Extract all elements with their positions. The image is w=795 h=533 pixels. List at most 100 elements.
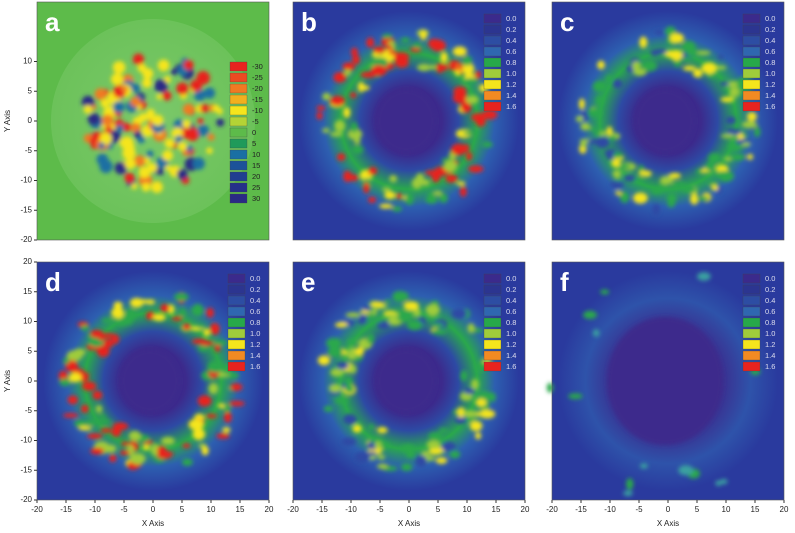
colorbar-swatch	[742, 306, 761, 317]
heatmap-blob	[431, 328, 447, 335]
colorbar-swatch	[227, 317, 246, 328]
colorbar-swatch	[742, 317, 761, 328]
x-axis-label: X Axis	[657, 519, 679, 528]
heatmap-blob	[454, 416, 469, 424]
heatmap-blob	[342, 62, 355, 71]
heatmap-blob	[354, 451, 371, 463]
heatmap-blob	[701, 62, 717, 74]
colorbar-swatch	[483, 273, 502, 284]
heatmap-blob	[334, 120, 346, 132]
colorbar-label: 0.0	[506, 14, 516, 23]
heatmap-blob	[678, 465, 694, 476]
heatmap-blob	[343, 107, 351, 119]
heatmap-blob	[121, 441, 129, 446]
heatmap-blob	[156, 168, 164, 176]
heatmap-blob	[746, 111, 757, 122]
heatmap-blob	[316, 111, 323, 120]
heatmap-blob	[588, 108, 602, 118]
heatmap-blob	[121, 85, 128, 93]
heatmap-blob	[686, 48, 698, 57]
heatmap-blob	[634, 177, 646, 182]
heatmap-blob	[623, 490, 633, 497]
heatmap-blob	[400, 463, 413, 471]
heatmap-blob	[330, 131, 343, 137]
heatmap-blob	[406, 450, 416, 459]
heatmap-blob	[347, 339, 357, 345]
heatmap-blob	[741, 121, 758, 129]
heatmap-blob	[124, 172, 135, 183]
heatmap-blob	[619, 191, 630, 203]
heatmap-blob	[368, 437, 384, 443]
heatmap-blob	[317, 355, 331, 366]
colorbar-label: 0.4	[765, 36, 775, 45]
y-tick-label: -5	[25, 146, 33, 155]
heatmap-blob	[130, 96, 141, 107]
colorbar-label: 0.6	[250, 307, 260, 316]
colorbar: 0.0 0.2 0.4 0.6 0.8 1.0 1.2 1.4 1.6	[483, 273, 516, 372]
heatmap-blob	[104, 444, 117, 453]
heatmap-blob	[389, 176, 397, 183]
heatmap-blob	[146, 150, 154, 158]
heatmap-blob	[433, 190, 443, 196]
heatmap-blob	[94, 88, 107, 100]
heatmap-blob	[666, 192, 677, 205]
heatmap-blob	[112, 334, 120, 345]
colorbar-label: 0	[252, 128, 256, 137]
colorbar-label: -5	[252, 117, 259, 126]
panel-letter: c	[560, 7, 574, 37]
heatmap-blob	[192, 157, 205, 170]
heatmap-blob	[367, 166, 378, 176]
heatmap-blob	[180, 127, 191, 139]
heatmap-blob	[336, 361, 349, 370]
heatmap-blob	[59, 378, 72, 387]
heatmap-blob	[641, 60, 658, 72]
heatmap-blob	[659, 176, 674, 185]
heatmap-blob	[438, 428, 449, 433]
heatmap-blob	[110, 73, 124, 86]
colorbar-label: 1.4	[250, 351, 260, 360]
heatmap-blob	[608, 135, 617, 141]
plot-frame	[292, 1, 526, 241]
panel: d 0.0 0.2 0.4 0.6 0.8 1.0 1.2 1.4 1.6 -20 -15 -10 -5 0…	[3, 257, 274, 528]
x-tick-label: 15	[236, 505, 245, 514]
heatmap-blob	[488, 392, 496, 403]
heatmap-blob	[592, 80, 608, 92]
colorbar-swatch	[227, 350, 246, 361]
heatmap-blob	[717, 54, 725, 59]
heatmap-blob	[357, 81, 365, 93]
heatmap-blob	[342, 414, 358, 425]
colorbar-label: 0.6	[765, 47, 775, 56]
heatmap-blob	[719, 81, 730, 87]
panel: e 0.0 0.2 0.4 0.6 0.8 1.0 1.2 1.4 1.6 -20 -15 -10 -5 0…	[287, 261, 530, 528]
heatmap-blob	[633, 68, 647, 76]
colorbar-swatch	[227, 328, 246, 339]
heatmap-blob	[98, 418, 111, 425]
heatmap-blob	[132, 53, 145, 65]
heatmap-blob	[182, 443, 191, 448]
heatmap-blob	[708, 152, 722, 164]
heatmap-blob	[141, 78, 152, 89]
heatmap-blob	[90, 447, 105, 455]
colorbar-label: 1.0	[250, 329, 260, 338]
colorbar-swatch	[227, 295, 246, 306]
heatmap-blob	[67, 395, 79, 405]
heatmap-blob	[216, 108, 223, 115]
heatmap-blob	[695, 68, 702, 75]
heatmap-blob	[611, 159, 621, 168]
colorbar-label: 1.0	[765, 69, 775, 78]
colorbar-label: 25	[252, 183, 260, 192]
heatmap-blob	[720, 478, 728, 485]
heatmap-blob	[112, 101, 125, 114]
heatmap-blob	[438, 193, 448, 203]
heatmap-blob	[633, 192, 648, 204]
x-tick-label: 15	[492, 505, 501, 514]
colorbar-swatch	[742, 68, 761, 79]
heatmap-blob	[141, 182, 151, 192]
colorbar-swatch	[742, 57, 761, 68]
heatmap-blob	[710, 184, 719, 191]
heatmap-blob	[639, 36, 648, 49]
heatmap-blob	[181, 458, 193, 466]
heatmap-blob	[203, 87, 216, 99]
colorbar-label: -15	[252, 95, 263, 104]
panel-letter: b	[301, 7, 317, 37]
